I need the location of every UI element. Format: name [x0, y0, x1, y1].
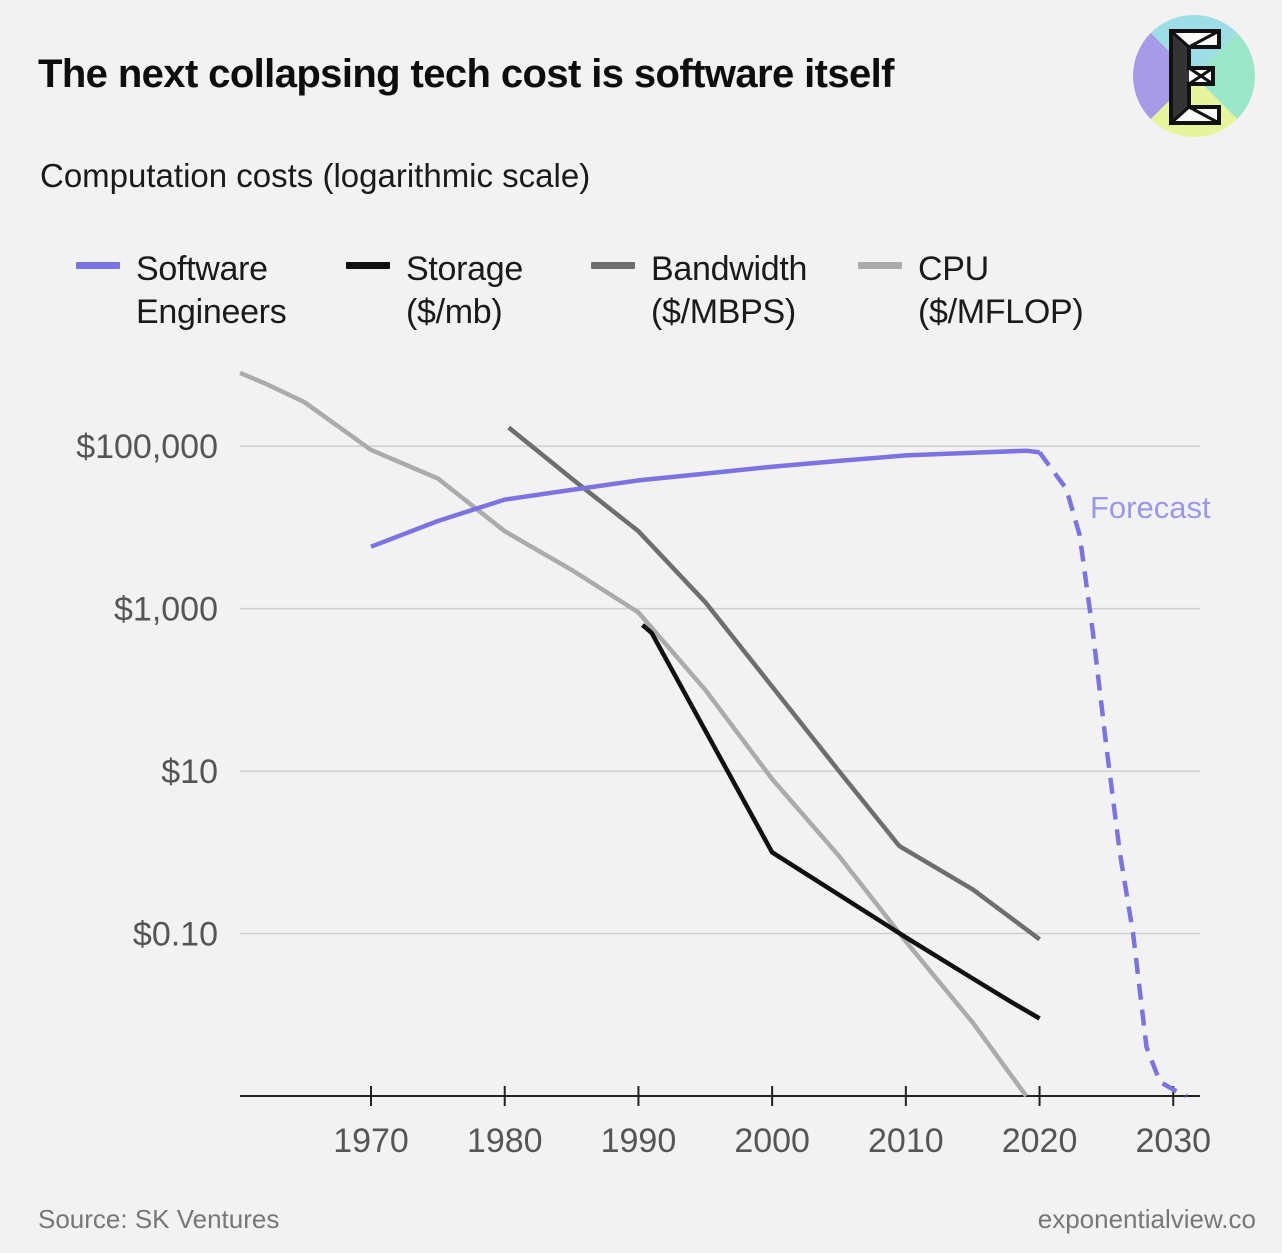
forecast-annotation: Forecast: [1090, 490, 1211, 525]
series-line-storage-mb: [641, 623, 1041, 1021]
series-line-cpu-mflop: [239, 370, 1029, 1098]
legend-swatch: [591, 262, 635, 269]
x-tick-label: 1970: [333, 1122, 409, 1160]
legend-label: CPU ($/MFLOP): [918, 248, 1084, 334]
legend-label-line1: CPU: [918, 250, 989, 288]
legend-label: Storage ($/mb): [406, 248, 523, 334]
legend-label-line2: ($/MBPS): [651, 293, 796, 331]
y-tick-label: $0.10: [133, 916, 218, 954]
exponential-view-logo: [1133, 15, 1255, 137]
x-tick-label: 1990: [601, 1122, 677, 1160]
x-tick-label: 2000: [734, 1122, 810, 1160]
chart-subtitle: Computation costs (logarithmic scale): [40, 157, 591, 194]
x-tick-label: 2020: [1002, 1122, 1078, 1160]
y-tick-label: $1,000: [114, 591, 218, 629]
legend-label-line2: ($/MFLOP): [918, 293, 1084, 331]
legend-label-line2: Engineers: [136, 293, 287, 331]
legend-label-line1: Bandwidth: [651, 250, 808, 288]
y-tick-label: $10: [161, 753, 218, 791]
x-tick-label: 1980: [467, 1122, 543, 1160]
legend-swatch: [76, 262, 120, 269]
legend-label: Software Engineers: [136, 248, 287, 334]
series-line-bandwidth-mbps: [507, 425, 1041, 942]
legend-label-line1: Storage: [406, 250, 523, 288]
chart-legend: Software Engineers Storage ($/mb) Bandwidth (…: [0, 248, 1282, 348]
legend-swatch: [346, 262, 390, 269]
site-link[interactable]: exponentialview.co: [1037, 1204, 1256, 1234]
chart-title: The next collapsing tech cost is softwar…: [38, 52, 894, 96]
legend-label: Bandwidth ($/MBPS): [651, 248, 807, 334]
x-tick-label: 2030: [1135, 1122, 1211, 1160]
source-note: Source: SK Ventures: [38, 1204, 280, 1234]
x-tick-label: 2010: [868, 1122, 944, 1160]
legend-label-line1: Software: [136, 250, 268, 288]
series-line-software-engineers-forecast: [1037, 451, 1188, 1099]
y-tick-label: $100,000: [76, 428, 218, 466]
legend-label-line2: ($/mb): [406, 293, 503, 331]
series-line-software-engineers: [370, 448, 1040, 549]
legend-swatch: [858, 262, 902, 269]
